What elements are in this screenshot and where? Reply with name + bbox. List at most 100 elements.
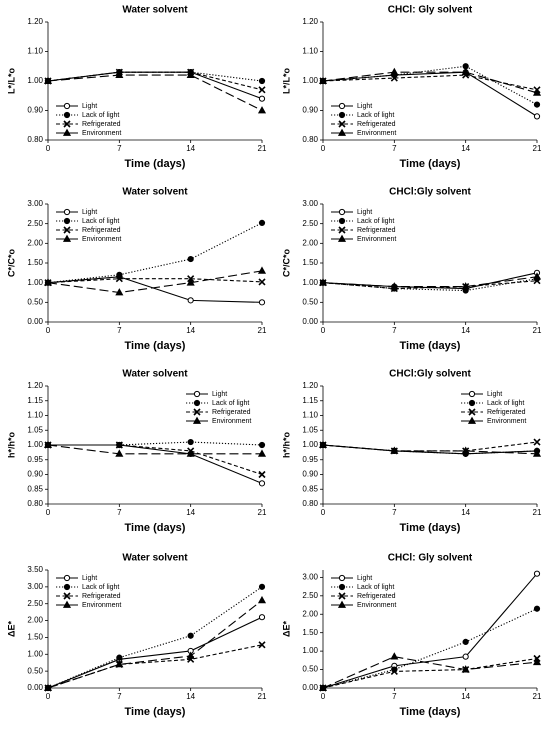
marker	[533, 438, 541, 446]
x-axis-label: Time (days)	[400, 158, 461, 170]
legend-marker	[192, 416, 202, 424]
marker	[390, 652, 399, 660]
y-tick-label: 1.20	[27, 17, 43, 26]
legend-label: Environment	[82, 602, 121, 609]
marker	[533, 605, 541, 612]
y-tick-label: 0.00	[27, 683, 43, 692]
x-tick-label: 21	[258, 326, 267, 335]
legend-label: Refrigerated	[487, 409, 526, 416]
y-tick-label: 1.00	[302, 440, 318, 449]
legend-label: Light	[357, 209, 372, 216]
x-tick-label: 0	[321, 508, 326, 517]
y-tick-label: 1.20	[302, 17, 318, 26]
legend-label: Light	[82, 103, 97, 110]
marker	[115, 449, 124, 457]
legend-marker	[338, 217, 346, 225]
marker	[115, 659, 124, 668]
legend-marker	[338, 583, 346, 591]
legend-label: Light	[82, 575, 97, 582]
y-tick-label: 1.15	[302, 396, 318, 405]
series-line	[47, 74, 263, 111]
chart-panel: Water solvent 0.00 0.50 1.00 1.50 2.00 2.50 3.0…	[6, 553, 267, 718]
x-tick-label: 0	[46, 692, 51, 701]
series-line	[322, 65, 538, 106]
marker	[186, 278, 195, 286]
y-tick-label: 1.00	[27, 278, 43, 287]
y-tick-label: 1.50	[27, 633, 43, 642]
chart-title: CHCl: Gly solvent	[388, 553, 473, 564]
marker	[390, 282, 399, 290]
legend-marker	[338, 111, 346, 119]
x-tick-label: 7	[117, 144, 122, 153]
marker	[116, 271, 123, 278]
marker	[390, 74, 398, 82]
chart-title: CHCl:Gly solvent	[389, 369, 471, 380]
marker	[258, 641, 266, 649]
legend-label: Light	[357, 103, 372, 110]
marker	[390, 667, 398, 675]
x-tick-label: 21	[533, 326, 542, 335]
y-tick-label: 1.00	[27, 649, 43, 658]
y-tick-label: 3.00	[27, 582, 43, 591]
chart-title: CHCl: Gly solvent	[388, 5, 473, 16]
marker	[532, 657, 542, 666]
marker	[186, 651, 195, 659]
x-axis-label: Time (days)	[400, 340, 461, 352]
legend-marker	[62, 128, 72, 136]
y-axis-label: ΔE*	[6, 621, 16, 637]
series-line	[47, 222, 263, 284]
legend-label: Environment	[82, 130, 121, 137]
marker	[390, 446, 399, 454]
x-tick-label: 7	[392, 692, 397, 701]
y-tick-label: 3.00	[302, 199, 318, 208]
marker	[258, 583, 266, 590]
marker	[258, 480, 266, 487]
legend-marker	[193, 399, 201, 407]
y-tick-label: 0.85	[302, 484, 318, 493]
y-tick-label: 2.00	[302, 238, 318, 247]
y-tick-label: 1.00	[27, 440, 43, 449]
y-tick-label: 0.80	[27, 135, 43, 144]
marker	[258, 77, 266, 85]
marker	[258, 95, 266, 102]
marker	[461, 665, 470, 673]
legend-label: Refrigerated	[357, 593, 396, 600]
marker	[257, 106, 267, 114]
marker	[115, 70, 124, 78]
marker	[318, 278, 328, 286]
y-tick-label: 1.15	[27, 396, 43, 405]
legend-label: Lack of light	[487, 400, 524, 407]
legend-marker	[63, 226, 71, 234]
series-line	[322, 71, 538, 117]
marker	[115, 275, 123, 283]
series-line	[47, 586, 263, 689]
y-axis-label: L*/L*o	[6, 67, 16, 94]
marker	[533, 113, 541, 120]
y-tick-label: 0.00	[302, 683, 318, 692]
x-tick-label: 7	[392, 326, 397, 335]
y-axis-label: C*/C*o	[281, 249, 291, 278]
chart-panel: CHCl:Gly solvent 0.80 0.85 0.90 0.95 1.00 1.05…	[281, 369, 542, 534]
marker	[258, 219, 266, 226]
y-axis-label: C*/C*o	[6, 249, 16, 278]
marker	[318, 76, 328, 84]
y-tick-label: 0.00	[27, 317, 43, 326]
y-tick-label: 1.00	[302, 278, 318, 287]
legend-label: Refrigerated	[212, 409, 251, 416]
y-tick-label: 1.10	[27, 411, 43, 420]
chart-title: Water solvent	[122, 369, 188, 380]
series-line	[47, 278, 263, 284]
y-tick-label: 0.90	[302, 470, 318, 479]
y-tick-label: 0.80	[27, 499, 43, 508]
marker	[258, 86, 266, 94]
y-tick-label: 1.50	[302, 258, 318, 267]
legend-label: Lack of light	[357, 112, 394, 119]
x-tick-label: 14	[186, 144, 195, 153]
x-tick-label: 14	[461, 326, 470, 335]
series-line	[322, 280, 538, 290]
x-tick-label: 21	[533, 508, 542, 517]
marker	[186, 70, 195, 78]
marker	[257, 449, 267, 457]
legend-marker	[63, 583, 71, 591]
